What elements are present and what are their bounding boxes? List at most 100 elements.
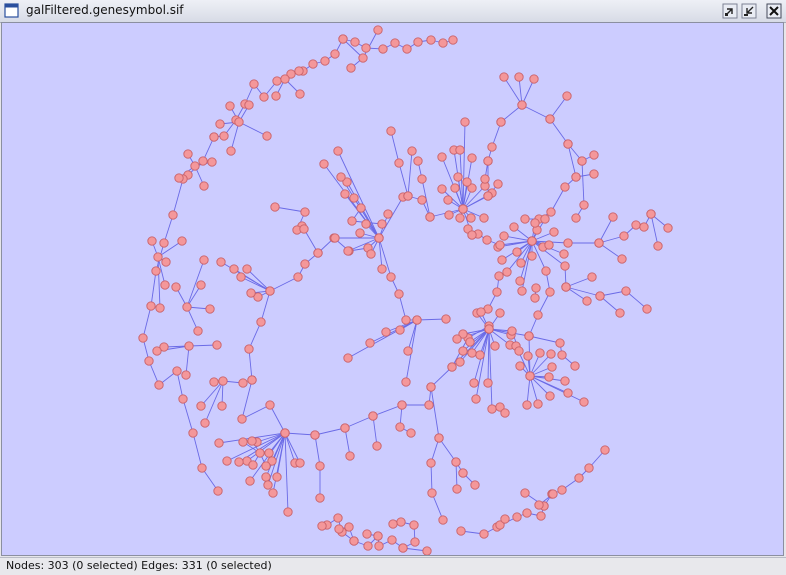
network-node[interactable] [426, 35, 436, 45]
network-node[interactable] [168, 210, 178, 220]
network-node[interactable] [563, 139, 573, 149]
network-node[interactable] [487, 142, 497, 152]
network-node[interactable] [347, 216, 357, 226]
network-node[interactable] [146, 301, 156, 311]
network-node[interactable] [500, 408, 510, 418]
network-node[interactable] [522, 508, 532, 518]
network-node[interactable] [438, 38, 448, 48]
network-node[interactable] [178, 394, 188, 404]
network-node[interactable] [265, 400, 275, 410]
network-node[interactable] [589, 150, 599, 160]
network-node[interactable] [215, 119, 225, 129]
network-node[interactable] [209, 132, 219, 142]
network-node[interactable] [343, 246, 353, 256]
network-node[interactable] [238, 437, 248, 447]
network-node[interactable] [218, 376, 228, 386]
network-node[interactable] [402, 44, 412, 54]
network-node[interactable] [183, 149, 193, 159]
network-node[interactable] [563, 388, 573, 398]
network-node[interactable] [509, 222, 519, 232]
network-node[interactable] [517, 286, 527, 296]
network-node[interactable] [336, 172, 346, 182]
network-node[interactable] [361, 43, 371, 53]
network-node[interactable] [561, 282, 571, 292]
network-node[interactable] [234, 117, 244, 127]
network-node[interactable] [541, 266, 551, 276]
network-node[interactable] [496, 117, 506, 127]
network-node[interactable] [514, 72, 524, 82]
network-node[interactable] [571, 213, 581, 223]
network-node[interactable] [262, 131, 272, 141]
network-node[interactable] [579, 200, 589, 210]
network-node[interactable] [310, 430, 320, 440]
network-node[interactable] [584, 463, 594, 473]
network-node[interactable] [344, 522, 354, 532]
network-node[interactable] [255, 448, 265, 458]
network-node[interactable] [226, 146, 236, 156]
network-node[interactable] [229, 264, 239, 274]
network-node[interactable] [394, 158, 404, 168]
network-node[interactable] [493, 179, 503, 189]
network-node[interactable] [373, 25, 383, 35]
network-node[interactable] [271, 91, 281, 101]
network-node[interactable] [534, 500, 544, 510]
network-node[interactable] [512, 512, 522, 522]
network-node[interactable] [268, 488, 278, 498]
network-node[interactable] [395, 325, 405, 335]
network-node[interactable] [646, 209, 656, 219]
network-node[interactable] [386, 126, 396, 136]
network-node[interactable] [467, 348, 477, 358]
network-node[interactable] [443, 195, 453, 205]
network-node[interactable] [560, 261, 570, 271]
network-node[interactable] [523, 351, 533, 361]
network-node[interactable] [466, 213, 476, 223]
network-node[interactable] [434, 433, 444, 443]
network-node[interactable] [155, 303, 165, 313]
network-node[interactable] [319, 159, 329, 169]
network-node[interactable] [413, 156, 423, 166]
network-node[interactable] [460, 117, 470, 127]
network-node[interactable] [160, 280, 170, 290]
network-node[interactable] [475, 350, 485, 360]
network-node[interactable] [495, 402, 505, 412]
network-node[interactable] [349, 536, 359, 546]
network-node[interactable] [358, 53, 368, 63]
network-node[interactable] [455, 357, 465, 367]
network-node[interactable] [546, 349, 556, 359]
network-node[interactable] [300, 259, 310, 269]
network-node[interactable] [294, 66, 304, 76]
network-node[interactable] [378, 44, 388, 54]
network-node[interactable] [492, 287, 502, 297]
network-node[interactable] [222, 456, 232, 466]
network-node[interactable] [458, 346, 468, 356]
network-canvas[interactable] [1, 22, 784, 556]
network-node[interactable] [197, 463, 207, 473]
network-node[interactable] [495, 240, 505, 250]
network-node[interactable] [193, 326, 203, 336]
network-node[interactable] [536, 511, 546, 521]
network-node[interactable] [350, 37, 360, 47]
network-node[interactable] [522, 400, 532, 410]
network-node[interactable] [286, 69, 296, 79]
network-node[interactable] [377, 219, 387, 229]
network-node[interactable] [395, 422, 405, 432]
network-node[interactable] [574, 473, 584, 483]
network-node[interactable] [387, 535, 397, 545]
network-node[interactable] [467, 230, 477, 240]
network-node[interactable] [293, 272, 303, 282]
network-node[interactable] [247, 436, 257, 446]
network-node[interactable] [338, 34, 348, 44]
network-node[interactable] [546, 207, 556, 217]
network-node[interactable] [261, 472, 271, 482]
network-node[interactable] [571, 172, 581, 182]
network-node[interactable] [308, 59, 318, 69]
network-node[interactable] [182, 302, 192, 312]
network-node[interactable] [529, 74, 539, 84]
network-node[interactable] [172, 366, 182, 376]
network-node[interactable] [214, 438, 224, 448]
network-node[interactable] [458, 329, 468, 339]
network-node[interactable] [631, 220, 641, 230]
network-node[interactable] [280, 428, 290, 438]
network-node[interactable] [317, 521, 327, 531]
network-node[interactable] [265, 286, 275, 296]
